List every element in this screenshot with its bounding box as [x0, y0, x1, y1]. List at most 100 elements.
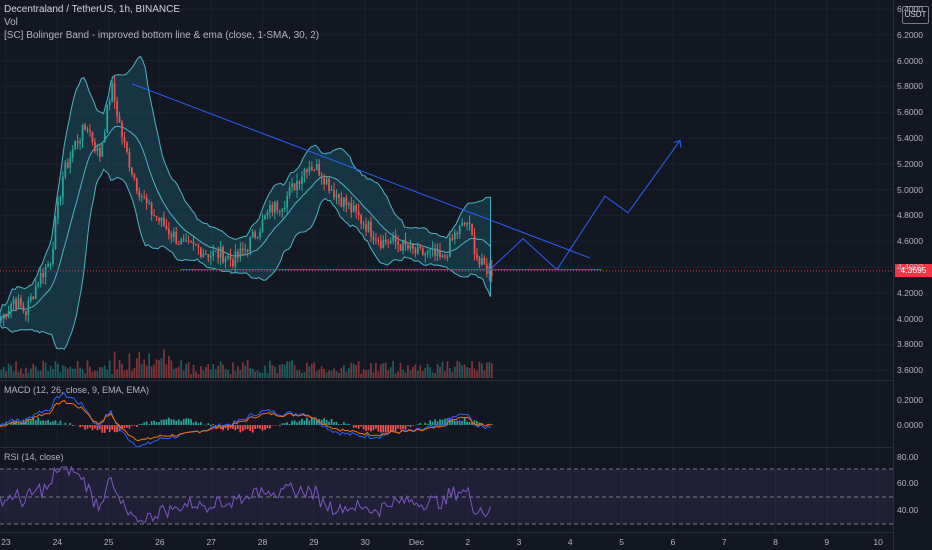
macd-histogram-bar: [431, 421, 434, 425]
macd-histogram-bar: [121, 425, 123, 429]
macd-histogram-bar: [167, 417, 170, 425]
volume-bar: [343, 365, 345, 378]
volume-bar: [483, 370, 486, 378]
rsi-axis-tick: 80.00: [897, 452, 919, 462]
macd-histogram-bar: [288, 424, 291, 425]
macd-histogram-bar: [27, 418, 30, 425]
candle-body: [69, 157, 72, 168]
candle-body: [34, 285, 37, 299]
volume-bar: [177, 366, 180, 378]
candle-body: [131, 167, 133, 175]
volume-bar: [86, 360, 89, 378]
volume-bar: [96, 370, 99, 378]
volume-bar: [323, 369, 326, 378]
price-axis-tick: 4.8000: [897, 210, 923, 221]
volume-bar: [478, 361, 481, 378]
candle-body: [301, 176, 303, 184]
macd-axis-tick: 0.0000: [897, 420, 923, 430]
candle-body: [264, 215, 266, 220]
currency-button[interactable]: USDT: [902, 6, 929, 24]
candle-body: [412, 243, 414, 249]
volume-bar: [278, 364, 281, 378]
volume-bar: [185, 363, 187, 378]
macd-histogram-bar: [256, 425, 259, 429]
price-axis-tick: 4.2000: [897, 287, 923, 298]
volume-bar: [394, 373, 397, 378]
time-axis-tick: 9: [824, 537, 830, 547]
candle-body: [155, 215, 158, 218]
time-axis-tick: 8: [773, 537, 778, 547]
candle-body: [421, 248, 424, 256]
macd-histogram-bar: [372, 425, 375, 431]
volume-bar: [202, 370, 205, 378]
bollinger-indicator-label[interactable]: [SC] Bolinger Band - improved bottom lin…: [4, 30, 320, 41]
macd-histogram-bar: [94, 425, 96, 429]
candle-body: [288, 187, 291, 196]
volume-bar: [301, 372, 303, 378]
volume-bar: [488, 362, 491, 378]
candle-body: [177, 243, 180, 245]
price-axis-tick: 5.0000: [897, 184, 923, 195]
volume-bar: [0, 369, 3, 378]
volume-label[interactable]: Vol: [4, 17, 18, 28]
volume-bar: [431, 372, 434, 378]
volume-bar: [128, 353, 131, 378]
macd-histogram-bar: [286, 422, 289, 425]
volume-bar: [197, 373, 200, 378]
macd-histogram-bar: [399, 425, 402, 430]
time-axis-tick: 27: [206, 537, 216, 547]
candle-body: [488, 266, 491, 274]
candle-body: [116, 101, 118, 117]
time-axis-tick: Dec: [408, 537, 424, 547]
rsi-label[interactable]: RSI (14, close): [4, 452, 64, 462]
volume-bar: [155, 359, 158, 378]
candle-body: [126, 142, 128, 152]
volume-bar: [217, 365, 220, 378]
volume-bar: [448, 368, 451, 378]
volume-bar: [98, 367, 101, 378]
volume-bar: [335, 370, 338, 378]
candle-body: [402, 239, 404, 251]
macd-histogram-bar: [278, 425, 281, 427]
candle-body: [461, 222, 464, 226]
candle-body: [20, 298, 22, 306]
volume-bar: [91, 371, 94, 378]
rsi-pane-divider[interactable]: [0, 447, 893, 448]
candle-body: [269, 204, 271, 213]
price-axis-tick: 5.4000: [897, 133, 923, 143]
volume-bar: [367, 369, 370, 378]
price-axis-tick: 5.2000: [897, 158, 923, 169]
volume-bar: [29, 368, 32, 378]
volume-bar: [419, 365, 422, 378]
volume-bar: [421, 371, 424, 378]
candle-body: [404, 239, 407, 245]
candle-body: [473, 235, 476, 255]
volume-bar: [320, 366, 323, 378]
volume-bar: [103, 365, 106, 378]
symbol-title[interactable]: Decentraland / TetherUS, 1h, BINANCE: [4, 4, 181, 15]
candle-body: [197, 245, 200, 248]
candle-body: [310, 166, 313, 171]
candle-body: [214, 250, 217, 252]
macd-histogram-bar: [261, 425, 264, 431]
candle-body: [86, 129, 89, 131]
macd-histogram-bar: [59, 420, 62, 425]
macd-label[interactable]: MACD (12, 26, close, 9, EMA, EMA): [4, 385, 150, 395]
macd-histogram-bar: [0, 425, 3, 427]
volume-bar: [74, 368, 77, 378]
volume-bar: [347, 368, 350, 378]
time-axis-tick: 3: [516, 537, 522, 547]
candle-body: [266, 212, 269, 216]
candle-body: [296, 180, 298, 191]
rsi-axis-tick: 40.00: [897, 505, 919, 515]
candle-body: [175, 231, 178, 244]
rsi-line: [0, 465, 492, 523]
macd-histogram-bar: [434, 419, 436, 425]
volume-bar: [135, 358, 138, 378]
macd-histogram-bar: [466, 421, 468, 425]
macd-pane-divider[interactable]: [0, 380, 893, 381]
macd-histogram-bar: [352, 425, 355, 428]
candle-body: [202, 253, 205, 257]
candle-body: [219, 247, 222, 258]
